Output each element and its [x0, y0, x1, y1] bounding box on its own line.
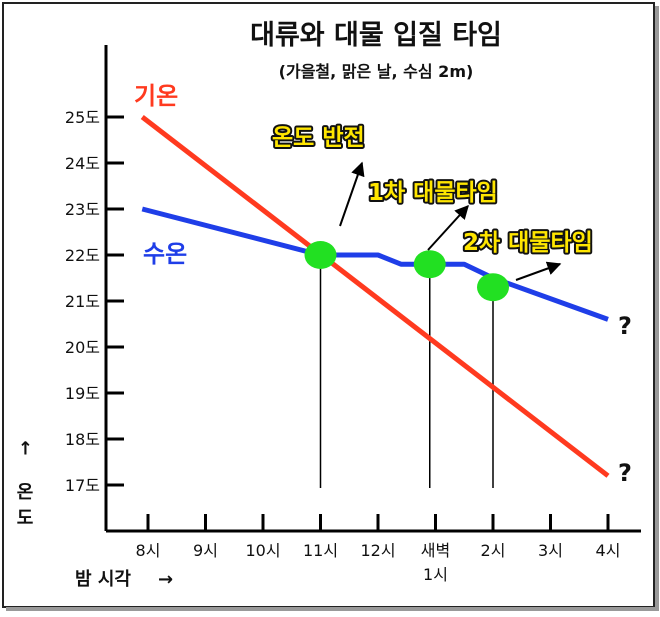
- y-tick-label: 18도: [65, 430, 100, 449]
- series-label-water-temp: 수온: [143, 240, 187, 268]
- x-tick-label-line: 8시: [136, 541, 161, 560]
- x-tick-label-line: 1시: [423, 565, 448, 584]
- x-tick-label-line: 12시: [360, 541, 395, 560]
- x-tick-label: 8시: [136, 541, 161, 560]
- callout-label: 2차 대물타임: [463, 230, 593, 256]
- x-tick-label: 12시: [360, 541, 395, 560]
- y-tick-label: 23도: [65, 200, 100, 219]
- series-line-air-temp: [140, 115, 610, 478]
- y-axis-label-group: →: [15, 440, 36, 455]
- x-tick-label: 3시: [538, 541, 563, 560]
- x-tick-label: 새벽 1시: [421, 541, 450, 584]
- event-marker: [304, 241, 337, 269]
- event-marker: [413, 250, 446, 279]
- y-tick-label: 19도: [65, 384, 100, 403]
- y-tick-label: 21도: [65, 292, 100, 311]
- y-axis-label-char: 도: [17, 508, 34, 529]
- x-tick-label-line: 4시: [596, 541, 621, 560]
- x-tick-label-line: 11시: [303, 541, 338, 560]
- x-tick-label-line: 9시: [193, 541, 218, 560]
- air-temp-end-mark: ?: [618, 459, 632, 487]
- chart-border-shadow: [655, 6, 659, 610]
- callout-arrow: [427, 204, 469, 251]
- series-label-air-temp: 기온: [134, 82, 178, 110]
- x-tick-label-line: 3시: [538, 541, 563, 560]
- y-tick-label: 22도: [65, 246, 100, 265]
- chart-border-shadow-bottom: [6, 607, 659, 611]
- y-axis-label-char: 온: [17, 482, 34, 503]
- x-tick-label-line: 2시: [481, 541, 506, 560]
- x-tick-label: 4시: [596, 541, 621, 560]
- x-tick-label-line: 10시: [245, 541, 280, 560]
- y-tick-label: 25도: [65, 108, 100, 127]
- x-tick-label: 2시: [481, 541, 506, 560]
- y-tick-label: 17도: [65, 476, 100, 495]
- event-marker: [477, 273, 509, 302]
- callout-arrow: [515, 261, 562, 281]
- chart-title: 대류와 대물 입질 타임: [250, 20, 502, 51]
- callout-label: 온도 반전: [272, 125, 365, 151]
- series-line-water-temp: [141, 206, 609, 322]
- y-tick-label: 24도: [65, 154, 100, 173]
- x-axis-arrow: →: [158, 569, 173, 590]
- x-tick-label: 11시: [303, 541, 338, 560]
- callout-label: 1차 대물타임: [368, 180, 498, 206]
- chart-subtitle: (가을철, 맑은 날, 수심 2m): [279, 62, 474, 81]
- x-tick-label: 9시: [193, 541, 218, 560]
- x-tick-label-line: 새벽: [421, 541, 450, 560]
- y-axis-arrow: →: [15, 440, 36, 455]
- chart-border: [2, 2, 655, 608]
- x-axis-label: 밤 시각: [75, 569, 131, 590]
- y-tick-label: 20도: [65, 338, 100, 357]
- x-tick-label: 10시: [245, 541, 280, 560]
- water-temp-end-mark: ?: [618, 312, 632, 340]
- callout-arrow: [339, 161, 365, 227]
